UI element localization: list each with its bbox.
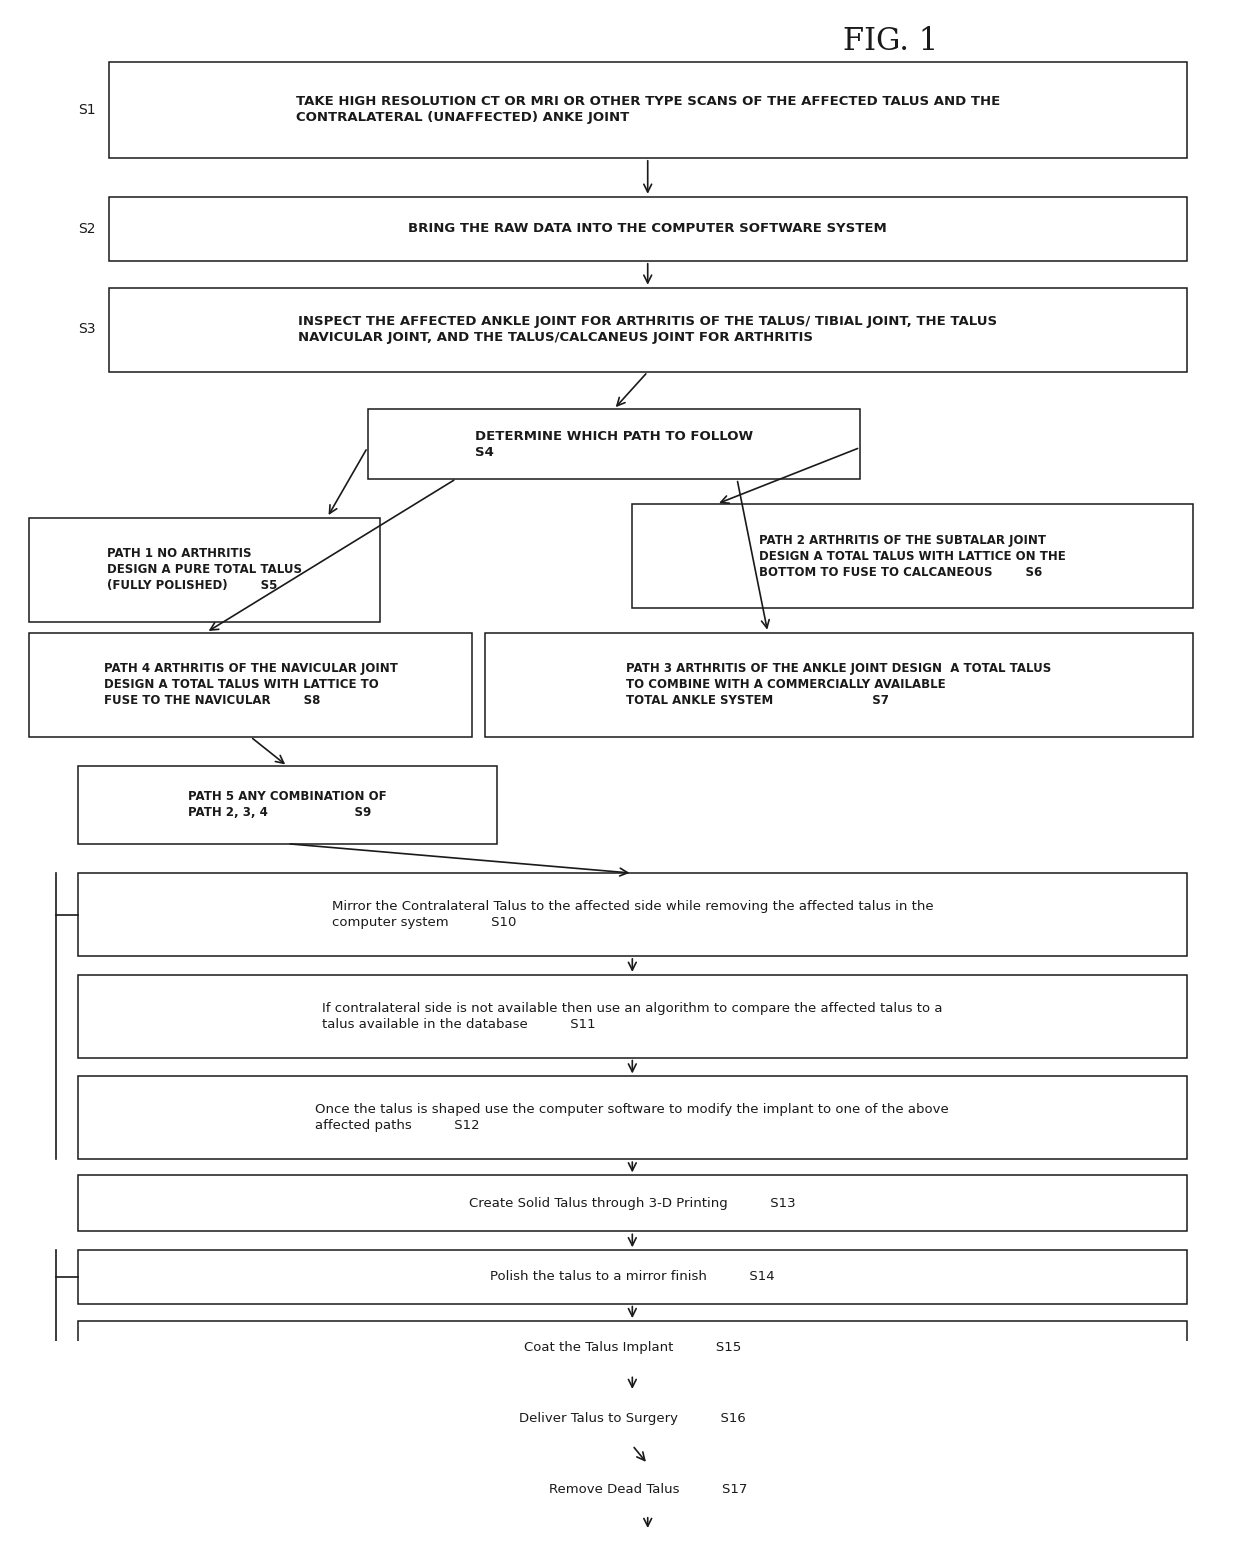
Text: S1: S1 bbox=[78, 103, 95, 117]
Bar bbox=[78, 873, 1187, 957]
Text: Remove Dead Talus          S17: Remove Dead Talus S17 bbox=[548, 1483, 746, 1497]
Bar bbox=[78, 1392, 1187, 1446]
Text: INSPECT THE AFFECTED ANKLE JOINT FOR ARTHRITIS OF THE TALUS/ TIBIAL JOINT, THE T: INSPECT THE AFFECTED ANKLE JOINT FOR ART… bbox=[298, 315, 997, 344]
Bar bbox=[485, 633, 1193, 736]
Bar bbox=[632, 505, 1193, 608]
Text: PATH 3 ARTHRITIS OF THE ANKLE JOINT DESIGN  A TOTAL TALUS
TO COMBINE WITH A COMM: PATH 3 ARTHRITIS OF THE ANKLE JOINT DESI… bbox=[626, 662, 1052, 707]
Bar bbox=[78, 1077, 1187, 1159]
Bar bbox=[78, 975, 1187, 1057]
Text: Create Solid Talus through 3-D Printing          S13: Create Solid Talus through 3-D Printing … bbox=[469, 1197, 796, 1210]
Bar bbox=[109, 1464, 1187, 1515]
Bar bbox=[78, 1250, 1187, 1304]
Text: PATH 5 ANY COMBINATION OF
PATH 2, 3, 4                     S9: PATH 5 ANY COMBINATION OF PATH 2, 3, 4 S… bbox=[188, 790, 387, 819]
Text: S2: S2 bbox=[78, 222, 95, 236]
Bar bbox=[367, 409, 861, 478]
Bar bbox=[29, 517, 379, 622]
Bar bbox=[78, 1321, 1187, 1375]
Text: If contralateral side is not available then use an algorithm to compare the affe: If contralateral side is not available t… bbox=[322, 1001, 942, 1031]
Bar bbox=[29, 633, 472, 736]
Bar bbox=[78, 767, 497, 844]
Text: Once the talus is shaped use the computer software to modify the implant to one : Once the talus is shaped use the compute… bbox=[315, 1103, 949, 1133]
Text: Mirror the Contralateral Talus to the affected side while removing the affected : Mirror the Contralateral Talus to the af… bbox=[331, 900, 934, 929]
Text: DETERMINE WHICH PATH TO FOLLOW
S4: DETERMINE WHICH PATH TO FOLLOW S4 bbox=[475, 429, 753, 458]
Bar bbox=[109, 287, 1187, 372]
Text: PATH 2 ARTHRITIS OF THE SUBTALAR JOINT
DESIGN A TOTAL TALUS WITH LATTICE ON THE
: PATH 2 ARTHRITIS OF THE SUBTALAR JOINT D… bbox=[759, 534, 1066, 579]
Bar bbox=[109, 62, 1187, 157]
Bar bbox=[109, 196, 1187, 261]
Text: Deliver Talus to Surgery          S16: Deliver Talus to Surgery S16 bbox=[520, 1412, 745, 1426]
Bar bbox=[78, 1176, 1187, 1231]
Text: BRING THE RAW DATA INTO THE COMPUTER SOFTWARE SYSTEM: BRING THE RAW DATA INTO THE COMPUTER SOF… bbox=[408, 222, 887, 235]
Text: PATH 1 NO ARTHRITIS
DESIGN A PURE TOTAL TALUS
(FULLY POLISHED)        S5: PATH 1 NO ARTHRITIS DESIGN A PURE TOTAL … bbox=[107, 548, 301, 593]
Text: PATH 4 ARTHRITIS OF THE NAVICULAR JOINT
DESIGN A TOTAL TALUS WITH LATTICE TO
FUS: PATH 4 ARTHRITIS OF THE NAVICULAR JOINT … bbox=[104, 662, 398, 707]
Text: Coat the Talus Implant          S15: Coat the Talus Implant S15 bbox=[523, 1341, 742, 1355]
Text: Polish the talus to a mirror finish          S14: Polish the talus to a mirror finish S14 bbox=[490, 1270, 775, 1284]
Text: FIG. 1: FIG. 1 bbox=[843, 26, 939, 57]
Text: TAKE HIGH RESOLUTION CT OR MRI OR OTHER TYPE SCANS OF THE AFFECTED TALUS AND THE: TAKE HIGH RESOLUTION CT OR MRI OR OTHER … bbox=[295, 96, 999, 125]
Bar bbox=[109, 1531, 1187, 1543]
Text: S3: S3 bbox=[78, 322, 95, 336]
